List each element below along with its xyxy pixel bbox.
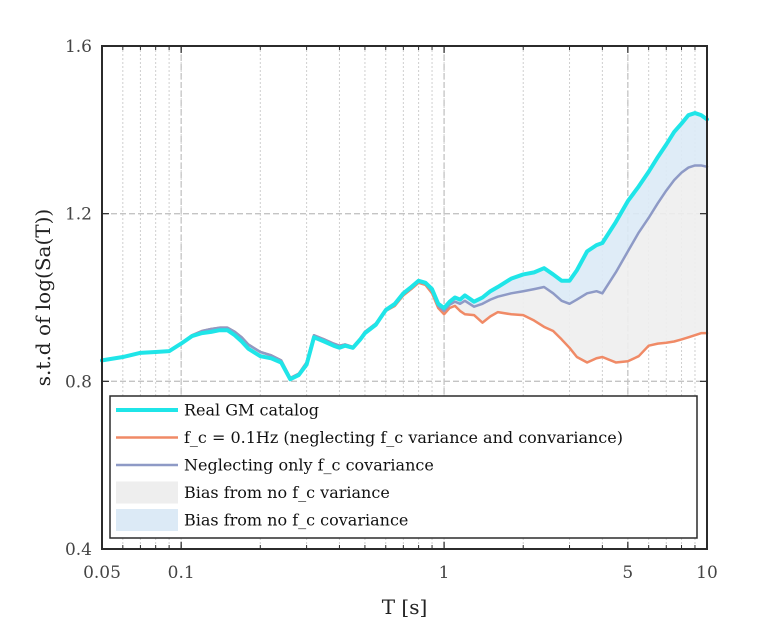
axis-ticks: 0.05 0.1 1 5 10 0.4 0.8 1.2 1.6: [65, 37, 718, 583]
legend-label: Bias from no f_c covariance: [184, 511, 408, 530]
series-lines: [100, 111, 709, 382]
plot-frame: [101, 45, 708, 550]
x-tick-label: 0.1: [168, 563, 195, 583]
legend-label: Neglecting only f_c covariance: [184, 456, 434, 475]
x-tick-label: 1: [439, 563, 450, 583]
legend-swatch-patch: [116, 509, 178, 531]
axis-titles: T [s] s.t.d of log(Sa(T)): [31, 209, 427, 619]
legend-label: f_c = 0.1Hz (neglecting f_c variance and…: [184, 428, 623, 447]
legend-label: Bias from no f_c variance: [184, 483, 390, 502]
x-axis-title: T [s]: [382, 595, 428, 619]
y-tick-label: 1.6: [65, 37, 92, 57]
x-tick-label: 0.05: [83, 563, 121, 583]
y-tick-label: 1.2: [65, 205, 92, 225]
legend: Real GM catalog f_c = 0.1Hz (neglecting f…: [109, 395, 698, 539]
legend-swatch-patch: [116, 481, 178, 504]
y-tick-label: 0.4: [65, 540, 92, 560]
x-tick-label: 5: [622, 563, 633, 583]
fill-area-variance: [102, 165, 707, 378]
legend-label: Real GM catalog: [184, 401, 319, 420]
y-axis-title: s.t.d of log(Sa(T)): [31, 209, 55, 386]
series-line-real-gm: [100, 111, 709, 382]
fill-areas: [102, 113, 707, 380]
y-tick-label: 0.8: [65, 372, 92, 392]
legend-box: [109, 395, 698, 539]
x-tick-label: 10: [696, 563, 718, 583]
